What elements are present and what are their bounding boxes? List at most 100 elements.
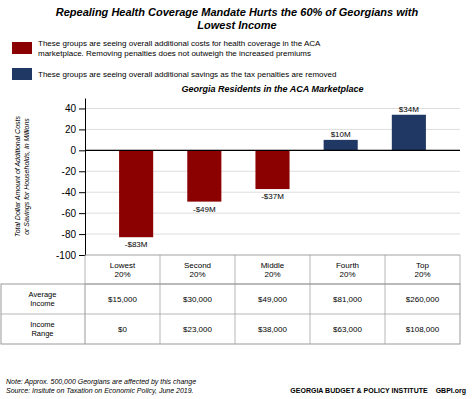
y-tick-mark (79, 255, 85, 256)
legend-item: These groups are seeing overall addition… (12, 39, 321, 58)
y-tick: -40 (62, 187, 85, 198)
text-line: 20% (339, 270, 355, 279)
table-cell: $38,000 (258, 325, 287, 334)
y-tick-label: 0 (70, 145, 76, 156)
text-line: Middle (261, 261, 285, 270)
y-tick-mark (79, 213, 85, 214)
chart-root: Repealing Health Coverage Mandate Hurts … (0, 0, 474, 399)
text-line: Source: Insitute on Taxation on Economic… (6, 387, 194, 395)
category-label: Second20% (184, 261, 211, 280)
y-axis: -100 -80 -60 -40 -20 0 20 40 (56, 99, 86, 261)
bar (255, 150, 289, 189)
table-cell: $49,000 (258, 295, 287, 304)
table-cell: $0 (118, 325, 127, 334)
table-row-label: IncomeRange (30, 320, 55, 338)
y-tick: 40 (65, 103, 85, 114)
table-col-divider (310, 284, 311, 344)
category-divider (160, 255, 161, 284)
y-tick: -100 (56, 250, 85, 261)
table-cell: $81,000 (333, 295, 362, 304)
data-label: $34M (399, 105, 419, 114)
legend-swatch (12, 68, 32, 80)
bar (392, 115, 426, 151)
category-label: Lowest20% (110, 261, 136, 280)
text-line: Income (30, 299, 55, 308)
text-line: 20% (264, 270, 280, 279)
category-divider (385, 255, 386, 284)
table: AverageIncome $15,000 $30,000 $49,000 $81,00… (1, 284, 460, 344)
y-tick-label: 20 (65, 124, 77, 135)
category-divider (310, 255, 311, 284)
y-axis-line (85, 99, 86, 256)
y-tick: 0 (70, 145, 85, 156)
grid (85, 108, 460, 255)
data-label: -$83M (125, 240, 148, 249)
category-label: Fourth20% (336, 261, 359, 280)
text-line: Average (29, 290, 57, 299)
title: Repealing Health Coverage Mandate Hurts … (56, 6, 419, 31)
y-tick: -80 (62, 229, 85, 240)
category-divider (235, 255, 236, 284)
text-line: Total Dollar Amount of Additional Costs (14, 116, 21, 238)
y-tick: -60 (62, 208, 85, 219)
text-line: Second (184, 261, 211, 270)
text-line: Top (416, 261, 429, 270)
y-tick-mark (79, 129, 85, 130)
y-tick: -20 (62, 166, 85, 177)
category-row-border (85, 255, 460, 284)
table-row-divider (1, 314, 460, 315)
table-cell: $260,000 (406, 295, 440, 304)
y-tick-label: -20 (62, 166, 77, 177)
text-line: 20% (114, 270, 130, 279)
table-cell: $15,000 (108, 295, 137, 304)
table-cell: $108,000 (406, 325, 440, 334)
y-axis-label: Total Dollar Amount of Additional Costso… (14, 116, 31, 238)
table-cell: $23,000 (183, 325, 212, 334)
table-label-divider (85, 284, 86, 344)
text-line: 20% (414, 270, 430, 279)
y-tick-mark (79, 192, 85, 193)
table-cell: $30,000 (183, 295, 212, 304)
footer-text: GEORGIA BUDGET & POLICY INSTITUTE (290, 387, 428, 394)
grid-line (85, 150, 460, 151)
y-tick-mark (79, 108, 85, 109)
bar (187, 150, 221, 201)
table-row-label: AverageIncome (29, 290, 57, 308)
y-tick-label: -80 (62, 229, 77, 240)
y-tick-label: -60 (62, 208, 77, 219)
data-labels: -$83M-$49M-$37M$10M$34M (125, 105, 419, 249)
chart-subtitle: Georgia Residents in the ACA Marketplace (182, 84, 364, 94)
table-col-divider (160, 284, 161, 344)
legend-label: These groups are seeing overall addition… (38, 70, 336, 79)
text-line: These groups are seeing overall addition… (38, 39, 321, 48)
footer-text: GBPI.org (436, 387, 466, 395)
text-line: Range (31, 329, 53, 338)
category-label: Top20% (414, 261, 430, 280)
text-line: Lowest (110, 261, 136, 270)
text-line: 20% (189, 270, 205, 279)
footer: Note: Approx. 500,000 Georgians are affe… (6, 378, 466, 395)
data-label: -$37M (261, 192, 284, 201)
bar (324, 140, 358, 150)
table-col-divider (235, 284, 236, 344)
y-tick-label: -100 (56, 250, 76, 261)
legend-item: These groups are seeing overall addition… (12, 68, 336, 80)
legend-swatch (12, 42, 32, 54)
category-label: Middle20% (261, 261, 285, 280)
text-line: or Savings for Households, in Millions (23, 118, 31, 235)
table-border (1, 284, 460, 344)
y-tick-label: -40 (62, 187, 77, 198)
zero-line (85, 150, 460, 151)
text-line: Repealing Health Coverage Mandate Hurts … (56, 6, 419, 18)
table-cell: $63,000 (333, 325, 362, 334)
text-line: These groups are seeing overall addition… (38, 70, 336, 79)
table-col-divider (385, 284, 386, 344)
text-line: Lowest Income (197, 19, 276, 31)
data-label: $10M (331, 130, 351, 139)
category-row: Lowest20%Second20%Middle20%Fourth20%Top2… (85, 255, 460, 284)
text-line: marketplace. Removing penalties does not… (38, 49, 311, 58)
y-tick-mark (79, 234, 85, 235)
y-tick-mark (79, 150, 85, 151)
text-line: Fourth (336, 261, 359, 270)
legend-label: These groups are seeing overall addition… (38, 39, 321, 58)
